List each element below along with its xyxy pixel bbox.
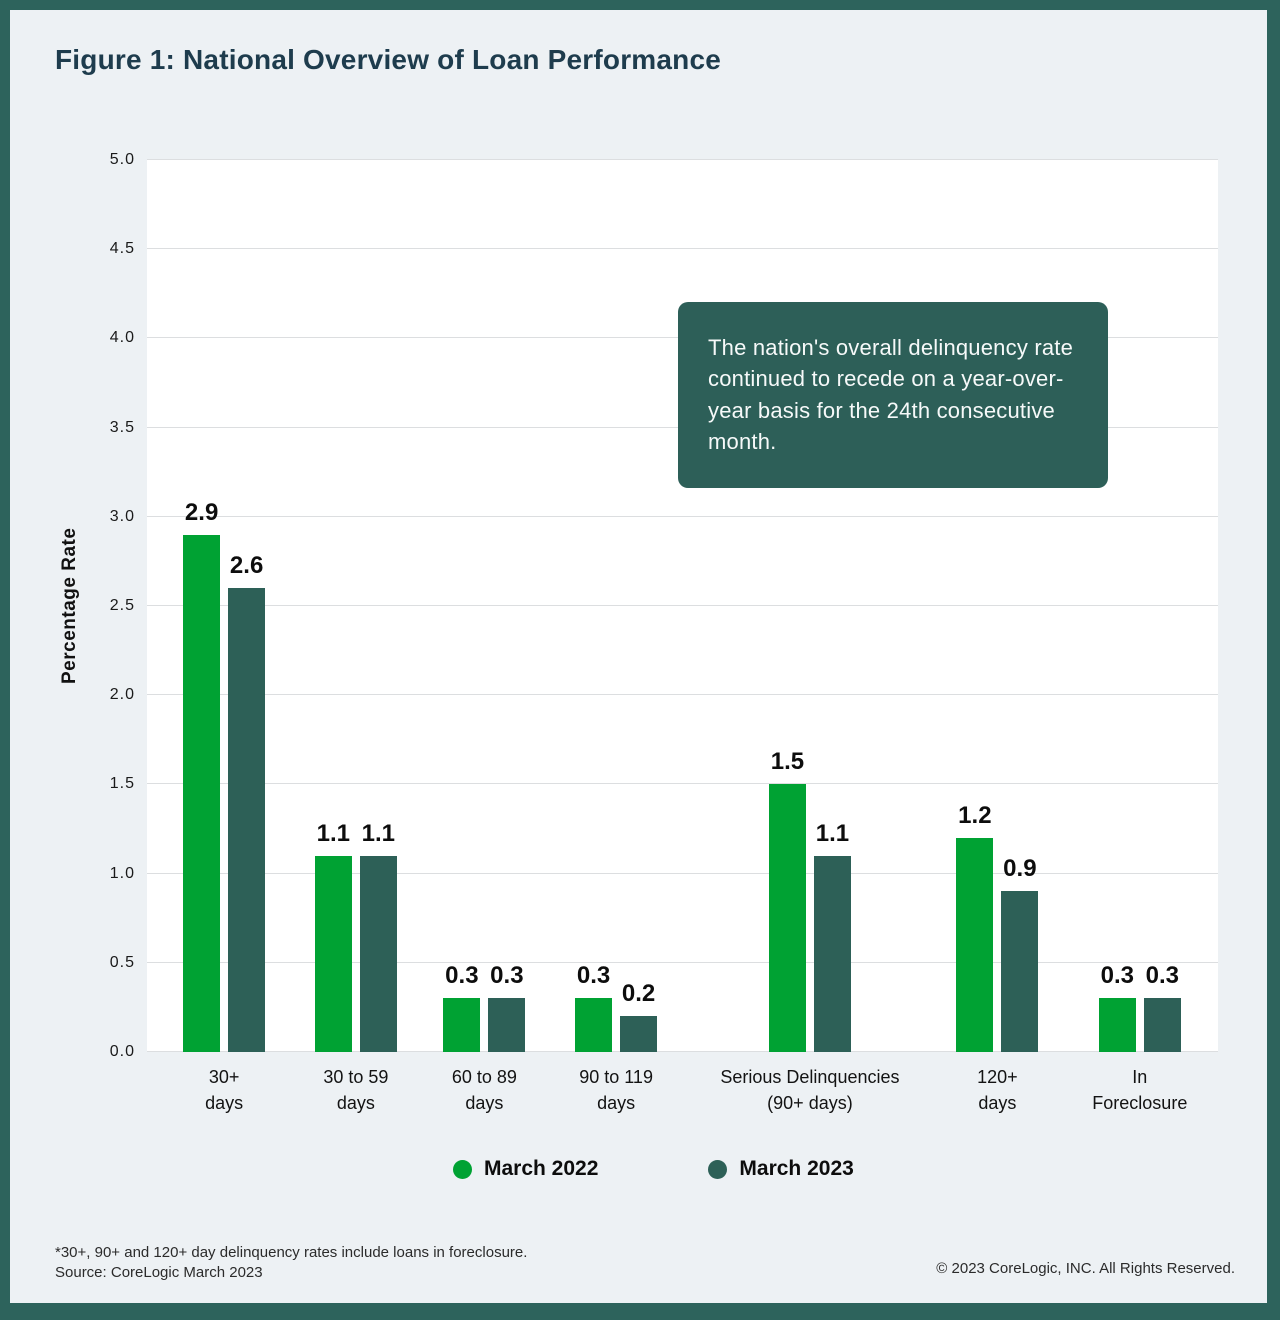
x-category-label: In Foreclosure bbox=[1092, 1067, 1188, 1113]
bar-march-2022 bbox=[1098, 998, 1136, 1052]
bar-group: 1.2 0.9 bbox=[956, 802, 1039, 1052]
bar-march-2022 bbox=[956, 837, 994, 1052]
y-tick-label: 5.0 bbox=[109, 151, 135, 168]
bar-group: 0.3 0.3 bbox=[443, 962, 526, 1052]
y-tick-label: 0.0 bbox=[109, 1043, 135, 1060]
bar-value-label: 0.3 bbox=[576, 962, 611, 990]
callout-box: The nation's overall delinquency rate co… bbox=[678, 302, 1108, 488]
x-category-label: 90 to 119 days bbox=[579, 1067, 653, 1113]
gridline bbox=[147, 515, 1218, 517]
y-tick-label: 0.5 bbox=[109, 953, 135, 971]
bar-march-2023 bbox=[228, 588, 266, 1052]
bar-value-label: 1.1 bbox=[361, 819, 396, 847]
legend-dot-icon bbox=[708, 1159, 728, 1179]
bar-march-2022 bbox=[443, 998, 481, 1052]
gridline bbox=[147, 605, 1218, 606]
bar-value-label: 2.9 bbox=[184, 498, 219, 526]
bar-slot: 1.2 bbox=[956, 802, 994, 1052]
bar-march-2022 bbox=[575, 998, 613, 1052]
x-axis-category-labels: 30+ days 30 to 59 days 60 to 89 days 90 to … bbox=[147, 1058, 1218, 1122]
x-category-label: 30 to 59 days bbox=[323, 1067, 389, 1113]
bar-slot: 0.9 bbox=[1001, 855, 1039, 1052]
bar-value-label: 0.9 bbox=[1003, 855, 1037, 883]
bar-march-2023 bbox=[359, 855, 397, 1052]
gridline bbox=[147, 159, 1218, 160]
legend-label: March 2023 bbox=[739, 1157, 854, 1180]
x-category-label: 30+ days bbox=[205, 1067, 244, 1113]
bar-value-label: 0.2 bbox=[621, 980, 656, 1008]
bar-slot: 0.3 bbox=[1143, 962, 1181, 1052]
bar-value-label: 1.5 bbox=[770, 748, 805, 776]
y-tick-label: 3.0 bbox=[109, 507, 135, 525]
bar-value-label: 1.1 bbox=[815, 819, 850, 847]
gridline bbox=[147, 694, 1218, 696]
gridline bbox=[147, 1051, 1218, 1052]
bar-value-label: 1.2 bbox=[958, 801, 992, 829]
y-tick-label: 2.0 bbox=[109, 686, 135, 704]
bar-slot: 0.3 bbox=[488, 962, 526, 1052]
bar-group: 1.1 1.1 bbox=[314, 820, 397, 1052]
y-tick-label: 4.5 bbox=[109, 240, 135, 258]
x-category-label: 120+ days bbox=[977, 1067, 1018, 1113]
bar-value-label: 0.3 bbox=[1100, 962, 1134, 990]
legend-item-march-2022: March 2022 bbox=[453, 1157, 598, 1181]
bar-slot: 0.3 bbox=[575, 962, 613, 1052]
y-tick-label: 2.5 bbox=[109, 597, 135, 614]
bar-group: 0.3 0.3 bbox=[1098, 962, 1181, 1052]
bar-slot: 0.2 bbox=[620, 980, 658, 1052]
gridline bbox=[147, 961, 1218, 963]
callout-text: The nation's overall delinquency rate co… bbox=[708, 335, 1074, 455]
bar-slot: 1.1 bbox=[359, 820, 397, 1052]
bar-march-2023 bbox=[1001, 891, 1039, 1052]
bar-slot: 1.5 bbox=[768, 748, 806, 1052]
bar-march-2023 bbox=[813, 855, 851, 1052]
bar-slot: 0.3 bbox=[443, 962, 481, 1052]
copyright-text: © 2023 CoreLogic, INC. All Rights Reserv… bbox=[936, 1260, 1235, 1277]
bar-value-label: 2.6 bbox=[229, 552, 264, 580]
bar-slot: 1.1 bbox=[314, 820, 352, 1052]
gridline bbox=[147, 872, 1218, 874]
y-tick-label: 1.0 bbox=[109, 864, 135, 882]
bar-slot: 2.9 bbox=[183, 499, 221, 1052]
y-axis-tick-labels: 0.0 0.5 1.0 1.5 2.0 2.5 3.0 3.5 4.0 4.5 5.0 bbox=[10, 151, 147, 1060]
bar-value-label: 0.3 bbox=[490, 962, 524, 990]
bar-march-2023 bbox=[1143, 998, 1181, 1052]
legend-item-march-2023: March 2023 bbox=[708, 1157, 854, 1181]
bar-march-2022 bbox=[768, 784, 806, 1052]
gridline bbox=[147, 783, 1218, 785]
legend-dot-icon bbox=[453, 1159, 472, 1179]
bar-value-label: 0.3 bbox=[445, 962, 479, 990]
bar-slot: 1.1 bbox=[813, 820, 851, 1052]
footnote-line: *30+, 90+ and 120+ day delinquency rates… bbox=[55, 1244, 528, 1261]
chart-legend: March 2022 March 2023 bbox=[453, 1157, 854, 1181]
legend-label: March 2022 bbox=[484, 1157, 599, 1180]
x-category-label: 60 to 89 days bbox=[451, 1067, 517, 1113]
bar-value-label: 1.1 bbox=[316, 819, 351, 847]
y-tick-label: 1.5 bbox=[109, 775, 135, 793]
page-frame: Figure 1: National Overview of Loan Perf… bbox=[10, 10, 1267, 1303]
x-category-label: Serious Delinquencies (90+ days) bbox=[720, 1067, 900, 1113]
figure-title: Figure 1: National Overview of Loan Perf… bbox=[55, 44, 722, 75]
bar-march-2022 bbox=[314, 855, 352, 1052]
bar-group: 0.3 0.2 bbox=[575, 962, 658, 1052]
bar-slot: 2.6 bbox=[228, 552, 266, 1052]
y-tick-label: 4.0 bbox=[109, 329, 135, 347]
bar-group: 1.5 1.1 bbox=[768, 748, 851, 1052]
source-line: Source: CoreLogic March 2023 bbox=[55, 1264, 263, 1281]
footnotes: *30+, 90+ and 120+ day delinquency rates… bbox=[55, 1243, 527, 1283]
bar-march-2023 bbox=[488, 998, 526, 1052]
bar-march-2023 bbox=[620, 1016, 658, 1052]
bar-group: 2.9 2.6 bbox=[183, 499, 266, 1052]
chart-plot-area: 2.9 2.6 1.1 1.1 0.3 0.3 0.3 0.2 1.5 1.1 1.2 0.9 0.3 0… bbox=[147, 159, 1218, 1052]
bar-slot: 0.3 bbox=[1098, 962, 1136, 1052]
y-tick-label: 3.5 bbox=[109, 418, 135, 436]
bar-march-2022 bbox=[183, 534, 221, 1052]
bar-value-label: 0.3 bbox=[1145, 962, 1179, 990]
gridline bbox=[147, 248, 1218, 250]
